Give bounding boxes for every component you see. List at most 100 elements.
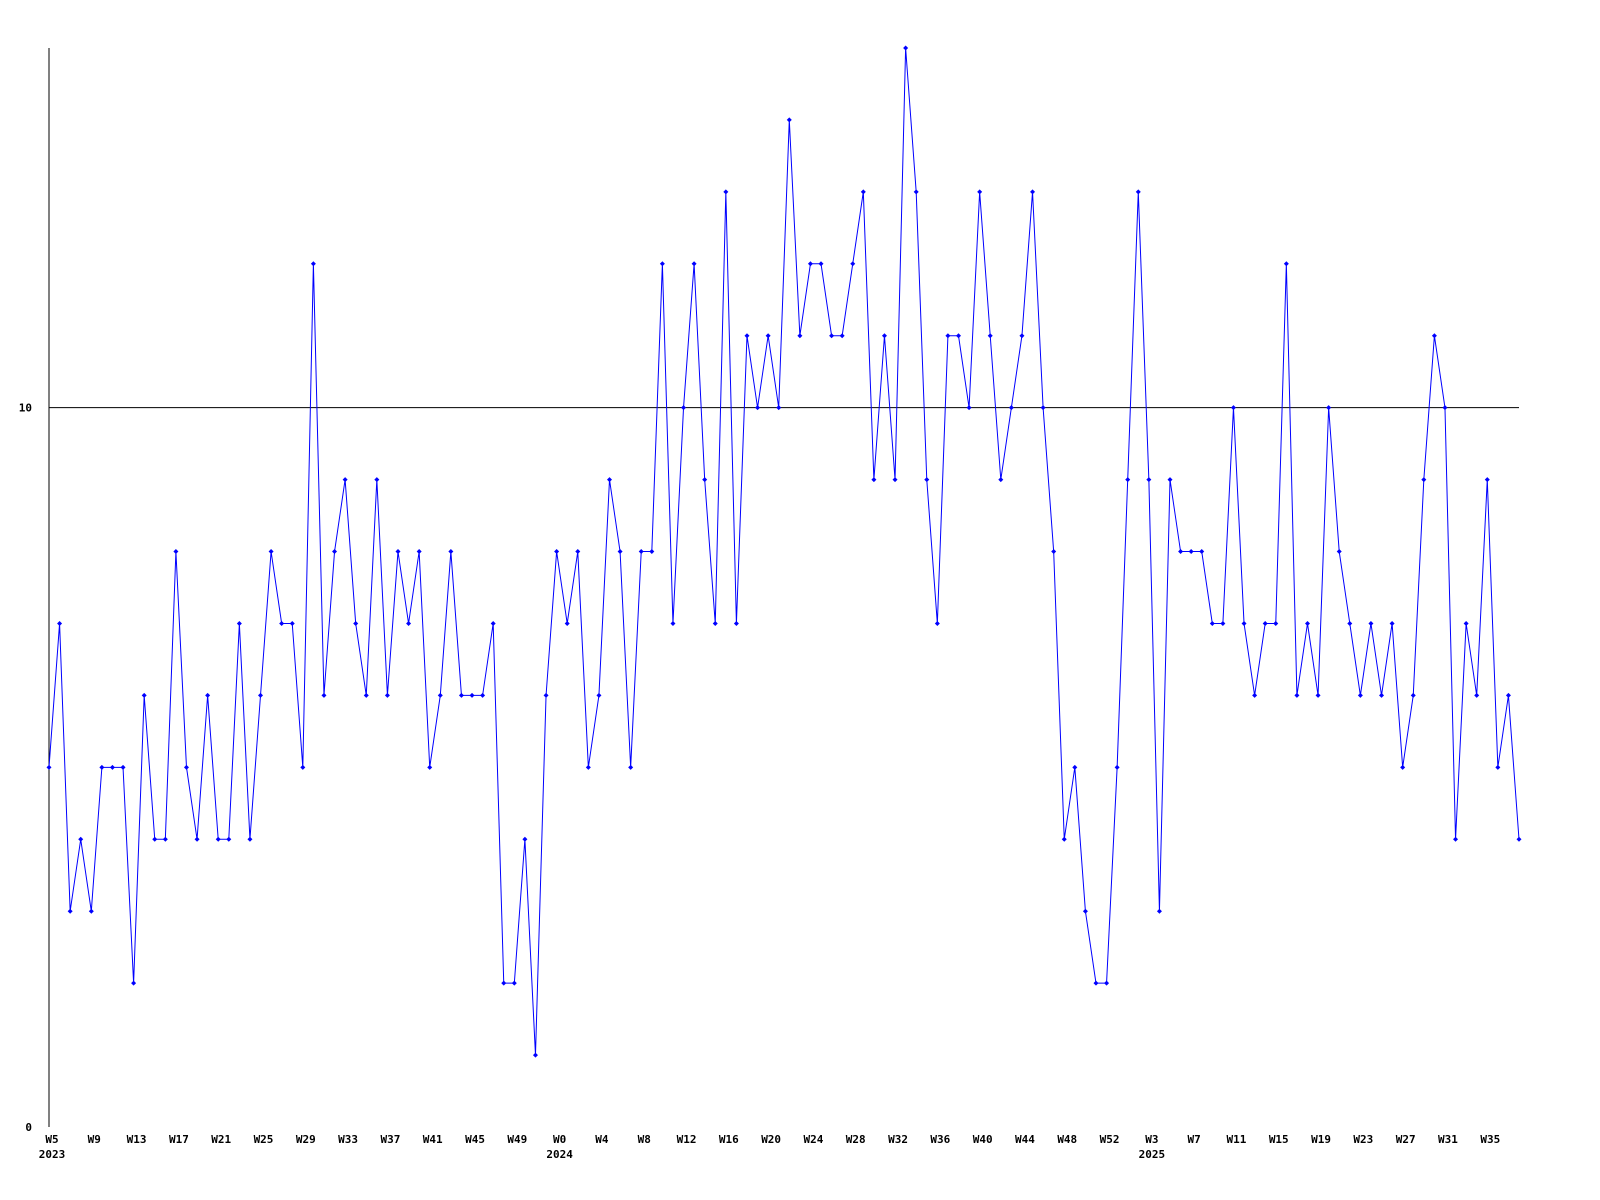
point-marker bbox=[374, 477, 380, 483]
point-marker bbox=[480, 692, 486, 698]
point-marker bbox=[829, 333, 835, 339]
x-tick-label: W27 bbox=[1396, 1133, 1416, 1146]
x-tick-label: W19 bbox=[1311, 1133, 1331, 1146]
point-marker bbox=[194, 836, 200, 842]
point-marker bbox=[490, 620, 496, 626]
point-marker bbox=[1146, 477, 1152, 483]
x-tick-label: W8 bbox=[638, 1133, 651, 1146]
point-marker bbox=[363, 692, 369, 698]
point-marker bbox=[1114, 764, 1120, 770]
point-marker bbox=[850, 261, 856, 267]
point-marker bbox=[1178, 549, 1184, 555]
x-tick-label: W37 bbox=[380, 1133, 400, 1146]
x-tick-label: W24 bbox=[804, 1133, 824, 1146]
point-marker bbox=[1008, 405, 1014, 411]
point-marker bbox=[279, 620, 285, 626]
point-marker bbox=[797, 333, 803, 339]
x-tick-label: W0 bbox=[553, 1133, 566, 1146]
point-marker bbox=[881, 333, 887, 339]
point-marker bbox=[818, 261, 824, 267]
point-marker bbox=[1505, 692, 1511, 698]
x-tick-label: W12 bbox=[677, 1133, 697, 1146]
point-marker bbox=[141, 692, 147, 698]
point-marker bbox=[871, 477, 877, 483]
point-marker bbox=[1230, 405, 1236, 411]
point-marker bbox=[1357, 692, 1363, 698]
x-tick-label: W11 bbox=[1227, 1133, 1247, 1146]
x-tick-label: W16 bbox=[719, 1133, 739, 1146]
point-marker bbox=[1368, 620, 1374, 626]
point-marker bbox=[1442, 405, 1448, 411]
point-marker bbox=[522, 836, 528, 842]
x-tick-label: W33 bbox=[338, 1133, 358, 1146]
x-tick-label: W21 bbox=[211, 1133, 231, 1146]
x-tick-label: W9 bbox=[88, 1133, 101, 1146]
point-marker bbox=[903, 45, 909, 51]
point-marker bbox=[152, 836, 158, 842]
point-marker bbox=[1410, 692, 1416, 698]
point-marker bbox=[236, 620, 242, 626]
x-tick-label: W48 bbox=[1057, 1133, 1077, 1146]
point-marker bbox=[1389, 620, 1395, 626]
point-marker bbox=[1199, 549, 1205, 555]
x-tick-label: W32 bbox=[888, 1133, 908, 1146]
point-marker bbox=[1516, 836, 1522, 842]
point-marker bbox=[458, 692, 464, 698]
point-marker bbox=[934, 620, 940, 626]
point-marker bbox=[1241, 620, 1247, 626]
point-marker bbox=[712, 620, 718, 626]
point-marker bbox=[226, 836, 232, 842]
x-tick-label: W5 bbox=[45, 1133, 58, 1146]
x-tick-label: W52 bbox=[1100, 1133, 1120, 1146]
point-marker bbox=[99, 764, 105, 770]
point-marker bbox=[924, 477, 930, 483]
x-tick-label: W23 bbox=[1353, 1133, 1373, 1146]
point-marker bbox=[310, 261, 316, 267]
point-marker bbox=[1304, 620, 1310, 626]
point-marker bbox=[416, 549, 422, 555]
point-marker bbox=[966, 405, 972, 411]
point-marker bbox=[205, 692, 211, 698]
x-tick-label: W28 bbox=[846, 1133, 866, 1146]
point-marker bbox=[1326, 405, 1332, 411]
point-marker bbox=[575, 549, 581, 555]
point-marker bbox=[638, 549, 644, 555]
point-marker bbox=[532, 1052, 538, 1058]
point-marker bbox=[1273, 620, 1279, 626]
point-marker bbox=[1104, 980, 1110, 986]
point-marker bbox=[1030, 189, 1036, 195]
point-marker bbox=[109, 764, 115, 770]
point-marker bbox=[1135, 189, 1141, 195]
point-marker bbox=[1495, 764, 1501, 770]
point-marker bbox=[1019, 333, 1025, 339]
x-tick-label: W44 bbox=[1015, 1133, 1035, 1146]
point-marker bbox=[67, 908, 73, 914]
point-marker bbox=[807, 261, 813, 267]
point-marker bbox=[427, 764, 433, 770]
point-marker bbox=[1463, 620, 1469, 626]
point-marker bbox=[1453, 836, 1459, 842]
point-marker bbox=[268, 549, 274, 555]
x-tick-label: W17 bbox=[169, 1133, 189, 1146]
point-marker bbox=[1474, 692, 1480, 698]
point-marker bbox=[607, 477, 613, 483]
point-marker bbox=[1252, 692, 1258, 698]
point-marker bbox=[585, 764, 591, 770]
point-marker bbox=[501, 980, 507, 986]
point-marker bbox=[395, 549, 401, 555]
point-marker bbox=[860, 189, 866, 195]
point-marker bbox=[786, 117, 792, 123]
point-marker bbox=[733, 620, 739, 626]
point-marker bbox=[258, 692, 264, 698]
point-marker bbox=[945, 333, 951, 339]
x-year-label: 2023 bbox=[39, 1148, 66, 1161]
point-marker bbox=[353, 620, 359, 626]
point-marker bbox=[1061, 836, 1067, 842]
y-tick-label: 10 bbox=[19, 402, 32, 415]
point-marker bbox=[723, 189, 729, 195]
point-marker bbox=[511, 980, 517, 986]
point-marker bbox=[46, 764, 52, 770]
point-marker bbox=[384, 692, 390, 698]
point-marker bbox=[1125, 477, 1131, 483]
point-marker bbox=[88, 908, 94, 914]
